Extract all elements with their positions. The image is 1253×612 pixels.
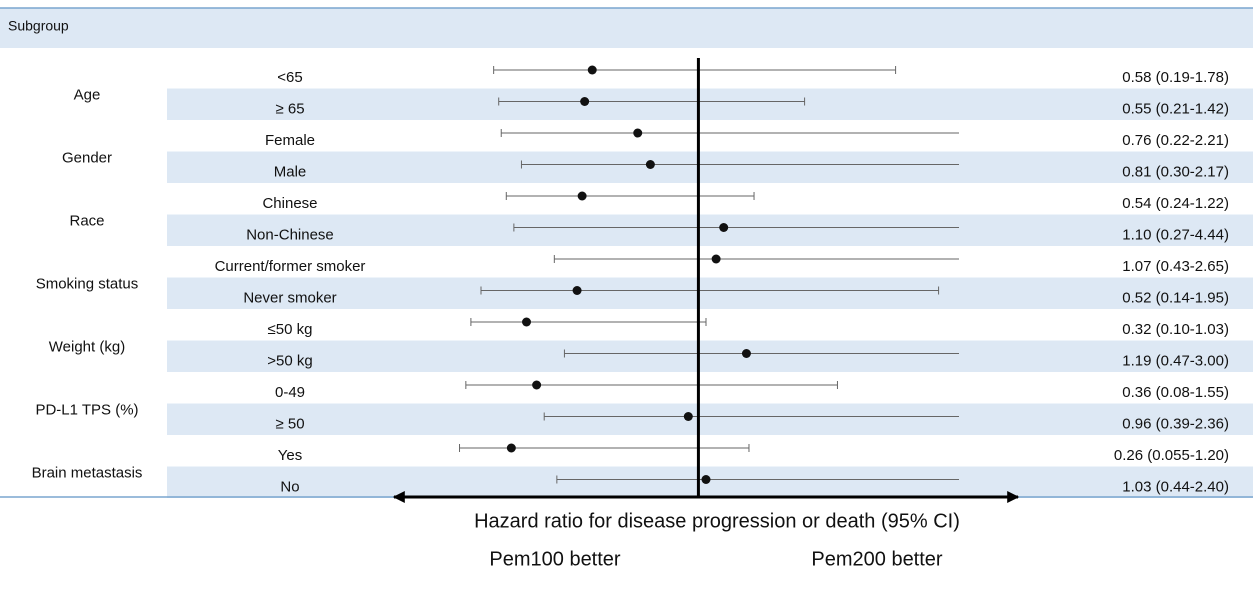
subgroup-label: Female bbox=[265, 132, 315, 149]
point bbox=[701, 475, 711, 484]
subgroup-label: <65 bbox=[277, 69, 302, 86]
value-label: 1.19 (0.47-3.00) bbox=[1122, 352, 1229, 369]
annotation: Pem100 better bbox=[489, 548, 621, 570]
value-label: 1.03 (0.44-2.40) bbox=[1122, 478, 1229, 495]
value-label: 1.10 (0.27-4.44) bbox=[1122, 226, 1229, 243]
x-axis-label: Hazard ratio for disease progression or … bbox=[474, 510, 960, 532]
plot-area bbox=[459, 66, 959, 484]
group-label: Weight (kg) bbox=[49, 338, 125, 355]
value-label: 0.52 (0.14-1.95) bbox=[1122, 289, 1229, 306]
value-label: 0.96 (0.39-2.36) bbox=[1122, 415, 1229, 432]
value-label: 0.76 (0.22-2.21) bbox=[1122, 132, 1229, 149]
point bbox=[506, 443, 516, 453]
annotation: Pem200 better bbox=[811, 548, 943, 570]
point bbox=[711, 254, 721, 264]
point bbox=[587, 65, 597, 75]
group-label: Race bbox=[69, 212, 104, 229]
point bbox=[572, 286, 582, 295]
point bbox=[683, 412, 693, 421]
subgroup-label: >50 kg bbox=[267, 352, 312, 369]
row-band bbox=[167, 466, 1253, 498]
point bbox=[522, 317, 532, 327]
subgroup-label: Male bbox=[274, 163, 307, 180]
row-band bbox=[167, 88, 1253, 120]
point bbox=[719, 223, 729, 232]
subgroup-label: 0-49 bbox=[275, 384, 305, 401]
subgroup-label: ≤50 kg bbox=[268, 321, 313, 338]
group-label: Brain metastasis bbox=[32, 464, 143, 481]
point bbox=[580, 97, 590, 106]
row-band bbox=[167, 340, 1253, 372]
header-label: Subgroup bbox=[8, 18, 69, 34]
row-band bbox=[167, 403, 1253, 435]
subgroup-label: No bbox=[280, 478, 299, 495]
header-band bbox=[0, 8, 1253, 48]
value-label: 0.32 (0.10-1.03) bbox=[1122, 321, 1229, 338]
row-band bbox=[167, 214, 1253, 246]
group-label: PD-L1 TPS (%) bbox=[35, 401, 138, 418]
subgroup-label: Yes bbox=[278, 447, 302, 464]
value-label: 0.55 (0.21-1.42) bbox=[1122, 100, 1229, 117]
value-label: 0.36 (0.08-1.55) bbox=[1122, 384, 1229, 401]
subgroup-label: Chinese bbox=[262, 195, 317, 212]
point bbox=[645, 160, 655, 169]
subgroup-label: ≥ 50 bbox=[275, 415, 304, 432]
row-band bbox=[167, 277, 1253, 309]
point bbox=[577, 191, 587, 201]
group-label: Smoking status bbox=[36, 275, 139, 292]
value-label: 0.54 (0.24-1.22) bbox=[1122, 195, 1229, 212]
group-label: Gender bbox=[62, 149, 112, 166]
subgroup-label: Current/former smoker bbox=[215, 258, 366, 275]
value-label: 0.81 (0.30-2.17) bbox=[1122, 163, 1229, 180]
point bbox=[741, 349, 751, 358]
value-label: 0.26 (0.055-1.20) bbox=[1114, 447, 1229, 464]
subgroup-label: Never smoker bbox=[243, 289, 336, 306]
group-label: Age bbox=[74, 86, 101, 103]
subgroup-label: Non-Chinese bbox=[246, 226, 334, 243]
subgroup-label: ≥ 65 bbox=[275, 100, 304, 117]
point bbox=[633, 128, 643, 138]
point bbox=[532, 380, 542, 390]
value-label: 0.58 (0.19-1.78) bbox=[1122, 69, 1229, 86]
row-band bbox=[167, 151, 1253, 183]
value-label: 1.07 (0.43-2.65) bbox=[1122, 258, 1229, 275]
